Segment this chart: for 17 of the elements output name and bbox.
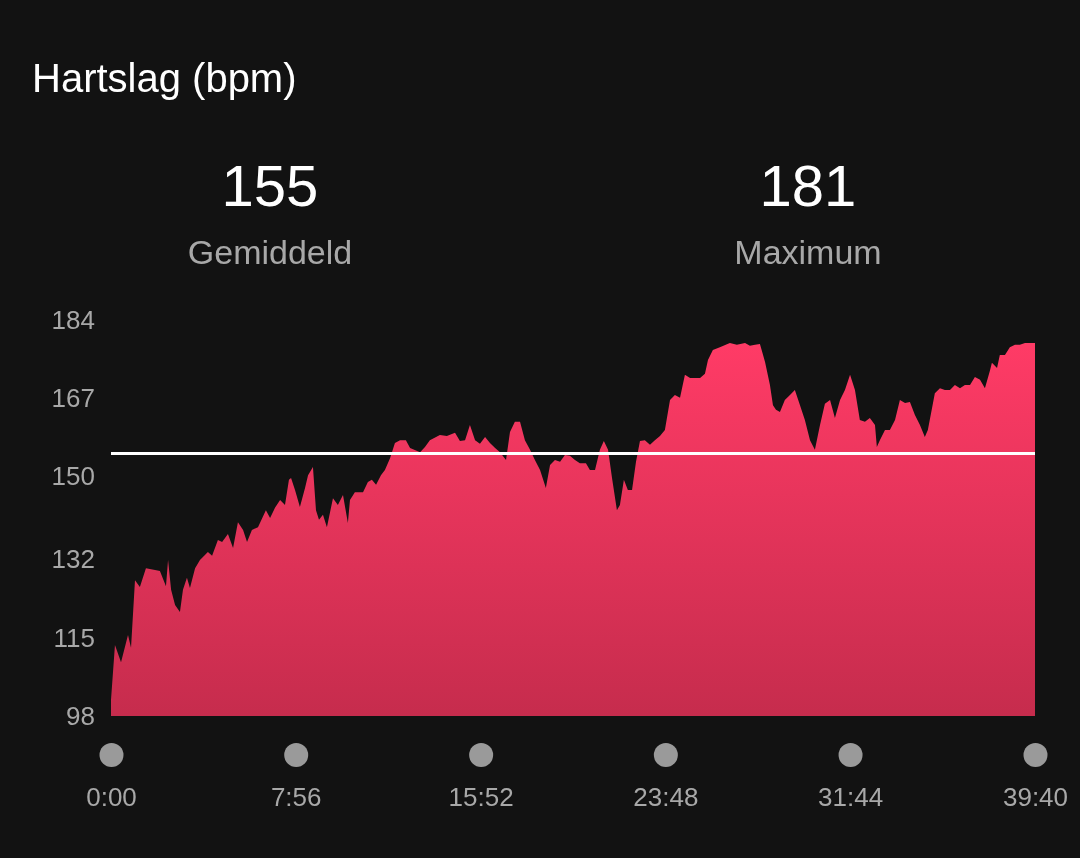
x-tick-label: 31:44 xyxy=(818,782,884,813)
y-tick-label: 184 xyxy=(51,304,95,335)
text: Maximum xyxy=(734,233,882,271)
text: 155 xyxy=(221,153,319,218)
x-tick-label: 15:52 xyxy=(448,782,514,813)
text: 181 xyxy=(759,153,857,218)
x-tick-label: 39:40 xyxy=(1002,782,1069,813)
y-tick-label: 167 xyxy=(51,383,95,414)
y-tick-label: 98 xyxy=(66,700,95,731)
text: Gemiddeld xyxy=(187,233,353,271)
y-tick-label: 132 xyxy=(51,544,95,575)
y-tick-label: 115 xyxy=(53,622,95,653)
x-tick-label: 0:00 xyxy=(86,782,137,813)
x-tick-label: 7:56 xyxy=(270,782,322,813)
chart-title: Hartslag (bpm) xyxy=(32,56,297,100)
x-tick-label: 23:48 xyxy=(633,782,699,813)
y-tick-label: 150 xyxy=(51,461,95,492)
